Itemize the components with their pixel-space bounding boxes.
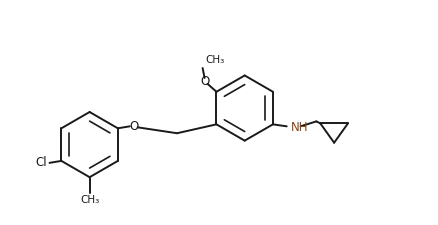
Text: Cl: Cl bbox=[35, 156, 46, 169]
Text: O: O bbox=[200, 75, 209, 88]
Text: CH₃: CH₃ bbox=[80, 195, 99, 205]
Text: NH: NH bbox=[291, 121, 308, 134]
Text: O: O bbox=[129, 120, 138, 133]
Text: CH₃: CH₃ bbox=[205, 55, 225, 65]
